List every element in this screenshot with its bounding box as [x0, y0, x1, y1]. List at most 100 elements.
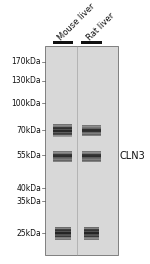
FancyBboxPatch shape	[84, 235, 99, 236]
FancyBboxPatch shape	[82, 161, 101, 162]
FancyBboxPatch shape	[53, 128, 72, 129]
FancyBboxPatch shape	[84, 227, 99, 228]
FancyBboxPatch shape	[53, 159, 72, 160]
FancyBboxPatch shape	[84, 237, 99, 238]
FancyBboxPatch shape	[53, 154, 72, 155]
FancyBboxPatch shape	[82, 130, 101, 131]
FancyBboxPatch shape	[82, 132, 101, 133]
FancyBboxPatch shape	[84, 238, 99, 239]
FancyBboxPatch shape	[54, 239, 71, 240]
FancyBboxPatch shape	[54, 237, 71, 238]
FancyBboxPatch shape	[53, 124, 72, 125]
FancyBboxPatch shape	[53, 131, 72, 132]
Text: 170kDa: 170kDa	[11, 57, 41, 66]
FancyBboxPatch shape	[82, 135, 101, 136]
FancyBboxPatch shape	[82, 154, 101, 155]
FancyBboxPatch shape	[82, 158, 101, 159]
FancyBboxPatch shape	[84, 227, 99, 228]
FancyBboxPatch shape	[53, 152, 72, 153]
FancyBboxPatch shape	[84, 234, 99, 235]
FancyBboxPatch shape	[84, 239, 99, 240]
FancyBboxPatch shape	[82, 161, 101, 162]
FancyBboxPatch shape	[82, 130, 101, 131]
FancyBboxPatch shape	[54, 228, 71, 229]
FancyBboxPatch shape	[54, 232, 71, 233]
FancyBboxPatch shape	[53, 135, 72, 136]
FancyBboxPatch shape	[53, 161, 72, 162]
FancyBboxPatch shape	[82, 128, 101, 129]
FancyBboxPatch shape	[84, 229, 99, 230]
FancyBboxPatch shape	[54, 231, 71, 232]
FancyBboxPatch shape	[84, 232, 99, 233]
FancyBboxPatch shape	[82, 133, 101, 134]
FancyBboxPatch shape	[82, 126, 101, 127]
FancyBboxPatch shape	[81, 41, 102, 44]
FancyBboxPatch shape	[54, 230, 71, 231]
FancyBboxPatch shape	[53, 136, 72, 137]
FancyBboxPatch shape	[54, 231, 71, 232]
FancyBboxPatch shape	[82, 131, 101, 132]
FancyBboxPatch shape	[54, 233, 71, 234]
FancyBboxPatch shape	[84, 235, 99, 236]
FancyBboxPatch shape	[53, 126, 72, 127]
FancyBboxPatch shape	[82, 157, 101, 158]
FancyBboxPatch shape	[84, 231, 99, 232]
FancyBboxPatch shape	[84, 237, 99, 238]
FancyBboxPatch shape	[84, 233, 99, 234]
Text: 100kDa: 100kDa	[11, 99, 41, 108]
FancyBboxPatch shape	[53, 124, 72, 125]
FancyBboxPatch shape	[53, 133, 72, 134]
FancyBboxPatch shape	[53, 130, 72, 131]
FancyBboxPatch shape	[53, 151, 72, 152]
FancyBboxPatch shape	[53, 132, 72, 133]
FancyBboxPatch shape	[84, 236, 99, 237]
FancyBboxPatch shape	[84, 239, 99, 240]
FancyBboxPatch shape	[54, 237, 71, 238]
FancyBboxPatch shape	[54, 235, 71, 236]
FancyBboxPatch shape	[82, 127, 101, 128]
Text: 70kDa: 70kDa	[16, 126, 41, 135]
FancyBboxPatch shape	[53, 155, 72, 156]
FancyBboxPatch shape	[82, 128, 101, 129]
FancyBboxPatch shape	[84, 230, 99, 231]
FancyBboxPatch shape	[53, 134, 72, 135]
FancyBboxPatch shape	[53, 129, 72, 130]
Text: 40kDa: 40kDa	[16, 184, 41, 193]
FancyBboxPatch shape	[53, 160, 72, 161]
Text: Rat liver: Rat liver	[85, 12, 116, 43]
FancyBboxPatch shape	[84, 231, 99, 232]
Text: CLN3: CLN3	[120, 151, 145, 161]
FancyBboxPatch shape	[82, 135, 101, 136]
FancyBboxPatch shape	[53, 156, 72, 157]
FancyBboxPatch shape	[53, 127, 72, 128]
FancyBboxPatch shape	[82, 131, 101, 132]
FancyBboxPatch shape	[82, 126, 101, 127]
FancyBboxPatch shape	[53, 126, 72, 127]
FancyBboxPatch shape	[53, 134, 72, 135]
FancyBboxPatch shape	[82, 159, 101, 160]
FancyBboxPatch shape	[54, 236, 71, 237]
FancyBboxPatch shape	[82, 134, 101, 135]
FancyBboxPatch shape	[84, 228, 99, 229]
FancyBboxPatch shape	[54, 239, 71, 240]
Text: 25kDa: 25kDa	[16, 229, 41, 238]
FancyBboxPatch shape	[54, 229, 71, 230]
FancyBboxPatch shape	[53, 161, 72, 162]
FancyBboxPatch shape	[53, 130, 72, 131]
FancyBboxPatch shape	[54, 229, 71, 230]
FancyBboxPatch shape	[82, 129, 101, 130]
FancyBboxPatch shape	[54, 227, 71, 228]
FancyBboxPatch shape	[53, 128, 72, 129]
FancyBboxPatch shape	[84, 229, 99, 230]
FancyBboxPatch shape	[54, 234, 71, 235]
Text: 35kDa: 35kDa	[16, 197, 41, 206]
FancyBboxPatch shape	[82, 152, 101, 153]
FancyBboxPatch shape	[82, 151, 101, 152]
FancyBboxPatch shape	[54, 238, 71, 239]
FancyBboxPatch shape	[82, 127, 101, 128]
FancyBboxPatch shape	[54, 236, 71, 237]
FancyBboxPatch shape	[82, 160, 101, 161]
FancyBboxPatch shape	[82, 153, 101, 154]
FancyBboxPatch shape	[54, 227, 71, 228]
FancyBboxPatch shape	[84, 233, 99, 234]
